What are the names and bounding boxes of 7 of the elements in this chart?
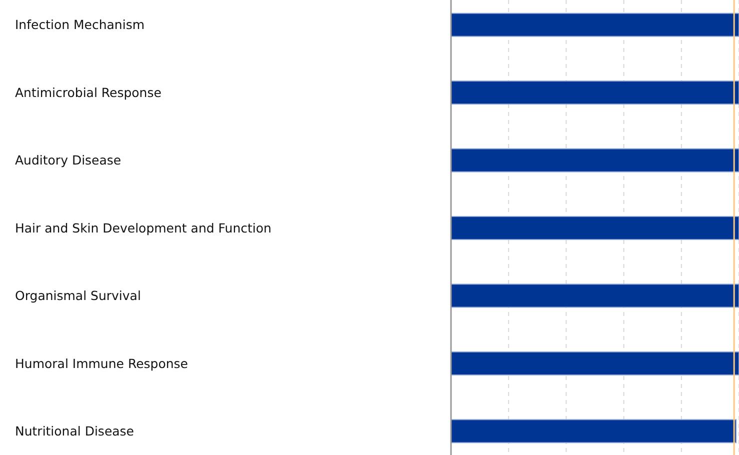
y-tick-label: Hair and Skin Development and Function xyxy=(15,220,272,236)
y-tick-label: Nutritional Disease xyxy=(15,424,134,439)
y-tick-label: Humoral Immune Response xyxy=(15,356,188,371)
y-tick-label: Antimicrobial Response xyxy=(15,84,162,100)
y-tick-label: Organismal Survival xyxy=(15,288,141,304)
y-tick-label: Auditory Disease xyxy=(15,152,122,168)
y-tick-label: Infection Mechanism xyxy=(15,17,145,32)
